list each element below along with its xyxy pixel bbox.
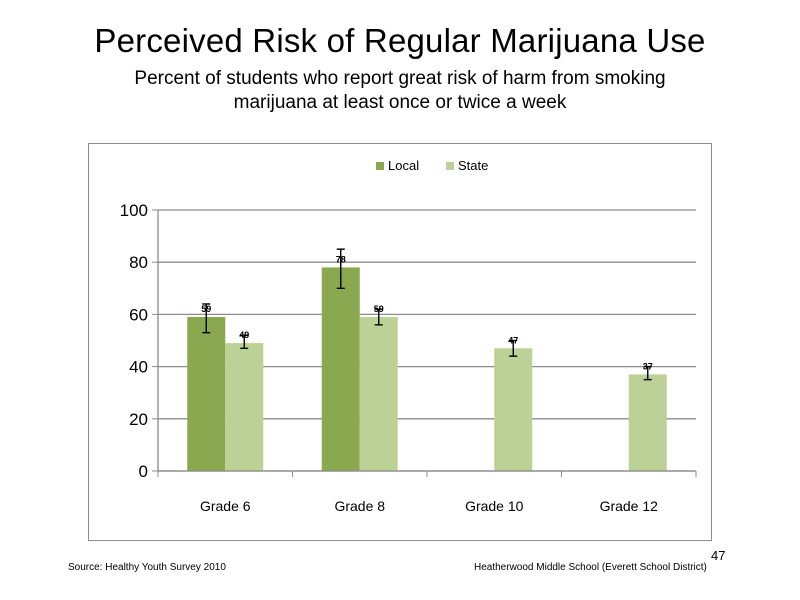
slide-title: Perceived Risk of Regular Marijuana Use (94, 22, 706, 59)
data-label: 59 (201, 304, 211, 314)
page-number: 47 (711, 548, 726, 563)
y-tick-label: 100 (120, 201, 148, 220)
legend-label-local: Local (388, 158, 419, 173)
subtitle-line-2: marijuana at least once or twice a week (233, 92, 567, 113)
school-name: Heatherwood Middle School (Everett Schoo… (474, 562, 707, 573)
y-tick-label: 80 (129, 253, 148, 272)
x-tick-label: Grade 10 (465, 498, 524, 514)
source-note: Source: Healthy Youth Survey 2010 (68, 562, 226, 573)
x-tick-label: Grade 12 (600, 498, 659, 514)
y-tick-label: 60 (129, 305, 148, 324)
data-label: 78 (336, 254, 346, 264)
y-tick-label: 40 (129, 358, 148, 377)
data-label: 37 (643, 361, 653, 371)
data-label: 49 (239, 330, 249, 340)
y-tick-label: 0 (139, 462, 148, 481)
bar-state (359, 317, 398, 471)
x-tick-label: Grade 6 (200, 498, 251, 514)
x-tick-label: Grade 8 (334, 498, 385, 514)
data-label: 59 (374, 304, 384, 314)
y-tick-label: 20 (129, 410, 148, 429)
subtitle-line-1: Percent of students who report great ris… (134, 68, 666, 89)
legend-label-state: State (458, 158, 488, 173)
bar-local (187, 317, 226, 471)
bar-chart: 0 20 40 60 80 100 59 49 Grade 6 78 59 Grade 8 47 Grad… (120, 158, 697, 514)
legend-swatch-local (376, 162, 384, 170)
bar-state (494, 348, 533, 471)
data-label: 47 (508, 335, 518, 345)
bar-state (628, 374, 667, 471)
bar-state (225, 343, 264, 471)
bar-local (321, 267, 360, 471)
legend-swatch-state (446, 162, 454, 170)
slide-subtitle: Percent of students who report great ris… (60, 67, 740, 115)
